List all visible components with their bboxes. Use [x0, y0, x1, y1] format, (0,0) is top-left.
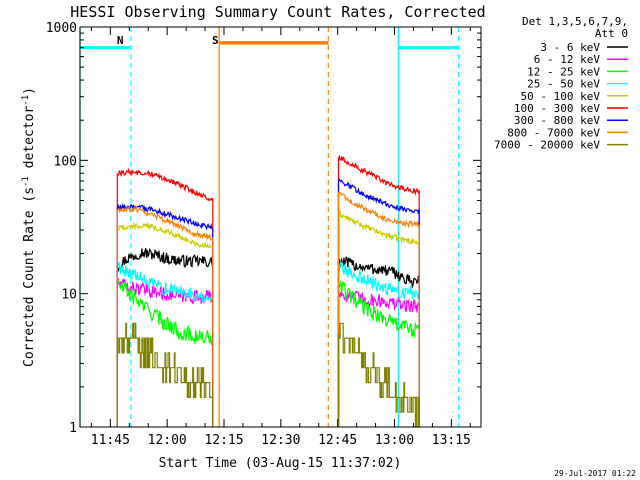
series-1-seg2: [337, 290, 420, 427]
legend-label-1: 6 - 12 keV: [534, 53, 601, 66]
series-3-seg1: [116, 261, 214, 427]
legend-header-line-1: Det 1,3,5,6,7,9,: [522, 15, 628, 28]
legend-label-8: 7000 - 20000 keV: [494, 139, 600, 152]
status-annotation-1: S: [212, 34, 219, 47]
legend-label-7: 800 - 7000 keV: [507, 126, 600, 139]
legend-header-line-2: Att 0: [595, 27, 628, 40]
x-tick-label-0: 11:45: [91, 433, 130, 448]
date-stamp: 29-Jul-2017 01:22: [554, 469, 636, 478]
legend-label-6: 300 - 800 keV: [514, 114, 600, 127]
status-annotation-0: N: [117, 34, 124, 47]
legend-label-2: 12 - 25 keV: [527, 65, 600, 78]
series-1-seg1: [116, 278, 214, 427]
x-axis-label: Start Time (03-Aug-15 11:37:02): [159, 456, 402, 471]
series-6-seg1: [116, 202, 214, 427]
series-2-seg1: [116, 279, 214, 427]
y-tick-label-1: 100: [54, 154, 77, 169]
y-axis-label-mid: detector: [22, 106, 37, 177]
legend-label-3: 25 - 50 keV: [527, 78, 600, 91]
series-5-seg2: [337, 154, 420, 427]
y-tick-label-2: 10: [61, 288, 77, 303]
x-tick-label-2: 12:15: [204, 433, 243, 448]
series-0-seg2: [337, 256, 420, 427]
axes-layer: 1000 100 10 1 11:45 12:00 12:15 12:30 12:45 13:00…: [46, 21, 481, 448]
y-axis-label-main: Corrected Count Rate (s: [22, 187, 37, 367]
y-axis-label-sup2: -1: [21, 95, 31, 106]
legend-label-0: 3 - 6 keV: [540, 41, 600, 54]
series-3-seg2: [337, 261, 420, 427]
legend-label-5: 100 - 300 keV: [514, 102, 600, 115]
y-axis-label-end: ): [22, 87, 37, 95]
series-4-seg2: [337, 210, 420, 427]
y-axis-label: Corrected Count Rate (s-1 detector-1): [21, 87, 37, 367]
series-2-seg2: [337, 280, 420, 427]
series-0-seg1: [116, 247, 214, 427]
x-tick-label-6: 13:15: [432, 433, 471, 448]
series-7-seg2: [337, 191, 420, 427]
legend-label-4: 50 - 100 keV: [521, 90, 601, 103]
x-tick-label-1: 12:00: [148, 433, 187, 448]
y-axis-label-sup1: -1: [21, 176, 31, 187]
series-5-seg1: [116, 167, 214, 427]
series-7-seg1: [116, 206, 214, 427]
series-6-seg2: [337, 178, 420, 427]
series-8-seg1: [116, 322, 214, 427]
y-tick-label-0: 1000: [46, 21, 77, 36]
series-8-seg2: [337, 322, 420, 428]
y-tick-label-3: 1: [69, 421, 77, 436]
chart-title: HESSI Observing Summary Count Rates, Cor…: [70, 3, 485, 21]
x-tick-label-5: 13:00: [375, 433, 414, 448]
series-4-seg1: [116, 221, 214, 427]
x-tick-label-3: 12:30: [261, 433, 300, 448]
x-tick-label-4: 12:45: [318, 433, 357, 448]
